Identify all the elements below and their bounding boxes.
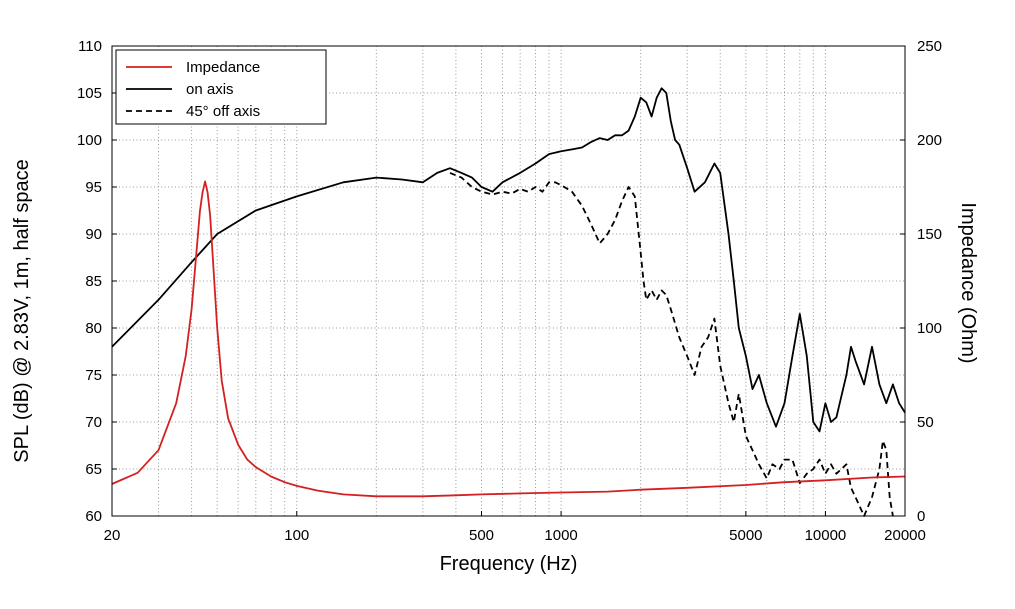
tick-labels: 20 100 500 1000 5000 10000 2000060657075808590… <box>77 38 942 544</box>
y-tick-label: 95 <box>85 179 102 196</box>
y2-tick-label: 250 <box>917 38 942 55</box>
legend: Impedance on axis 45° off axis <box>115 49 327 125</box>
y-tick-label: 65 <box>85 461 102 478</box>
y-tick-label: 60 <box>85 508 102 525</box>
y2-axis-title: Impedance (Ohm) <box>957 202 979 363</box>
x-tick-label: 500 <box>469 527 494 544</box>
y-axis-title: SPL (dB) @ 2.83V, 1m, half space <box>11 159 33 462</box>
y2-tick-label: 200 <box>917 132 942 149</box>
y-tick-label: 90 <box>85 226 102 243</box>
series-line-on-axis <box>111 87 906 433</box>
y2-tick-label: 100 <box>917 320 942 337</box>
tick-marks <box>111 45 906 517</box>
x-tick-label: 20 <box>104 527 121 544</box>
x-tick-label: 20000 <box>884 527 926 544</box>
x-tick-label: 1000 <box>544 527 577 544</box>
y-tick-label: 105 <box>77 85 102 102</box>
y2-tick-label: 50 <box>917 414 934 431</box>
legend-label-on-axis: on axis <box>186 81 234 98</box>
series-group <box>111 87 906 517</box>
x-tick-label: 10000 <box>805 527 847 544</box>
y-tick-label: 85 <box>85 273 102 290</box>
y2-tick-label: 0 <box>917 508 925 525</box>
legend-label-impedance: Impedance <box>186 59 260 76</box>
y-tick-label: 80 <box>85 320 102 337</box>
y2-tick-label: 150 <box>917 226 942 243</box>
y-tick-label: 110 <box>78 38 102 55</box>
legend-label-off-axis: 45° off axis <box>186 103 260 120</box>
series-line-impedance <box>111 180 906 498</box>
y-tick-label: 70 <box>85 414 102 431</box>
grid <box>112 46 905 516</box>
x-axis-title: Frequency (Hz) <box>440 553 578 575</box>
x-tick-label: 100 <box>284 527 309 544</box>
x-tick-label: 5000 <box>729 527 762 544</box>
series-line-45-off-axis <box>449 172 894 517</box>
y-tick-label: 100 <box>77 132 102 149</box>
y-tick-label: 75 <box>85 367 102 384</box>
